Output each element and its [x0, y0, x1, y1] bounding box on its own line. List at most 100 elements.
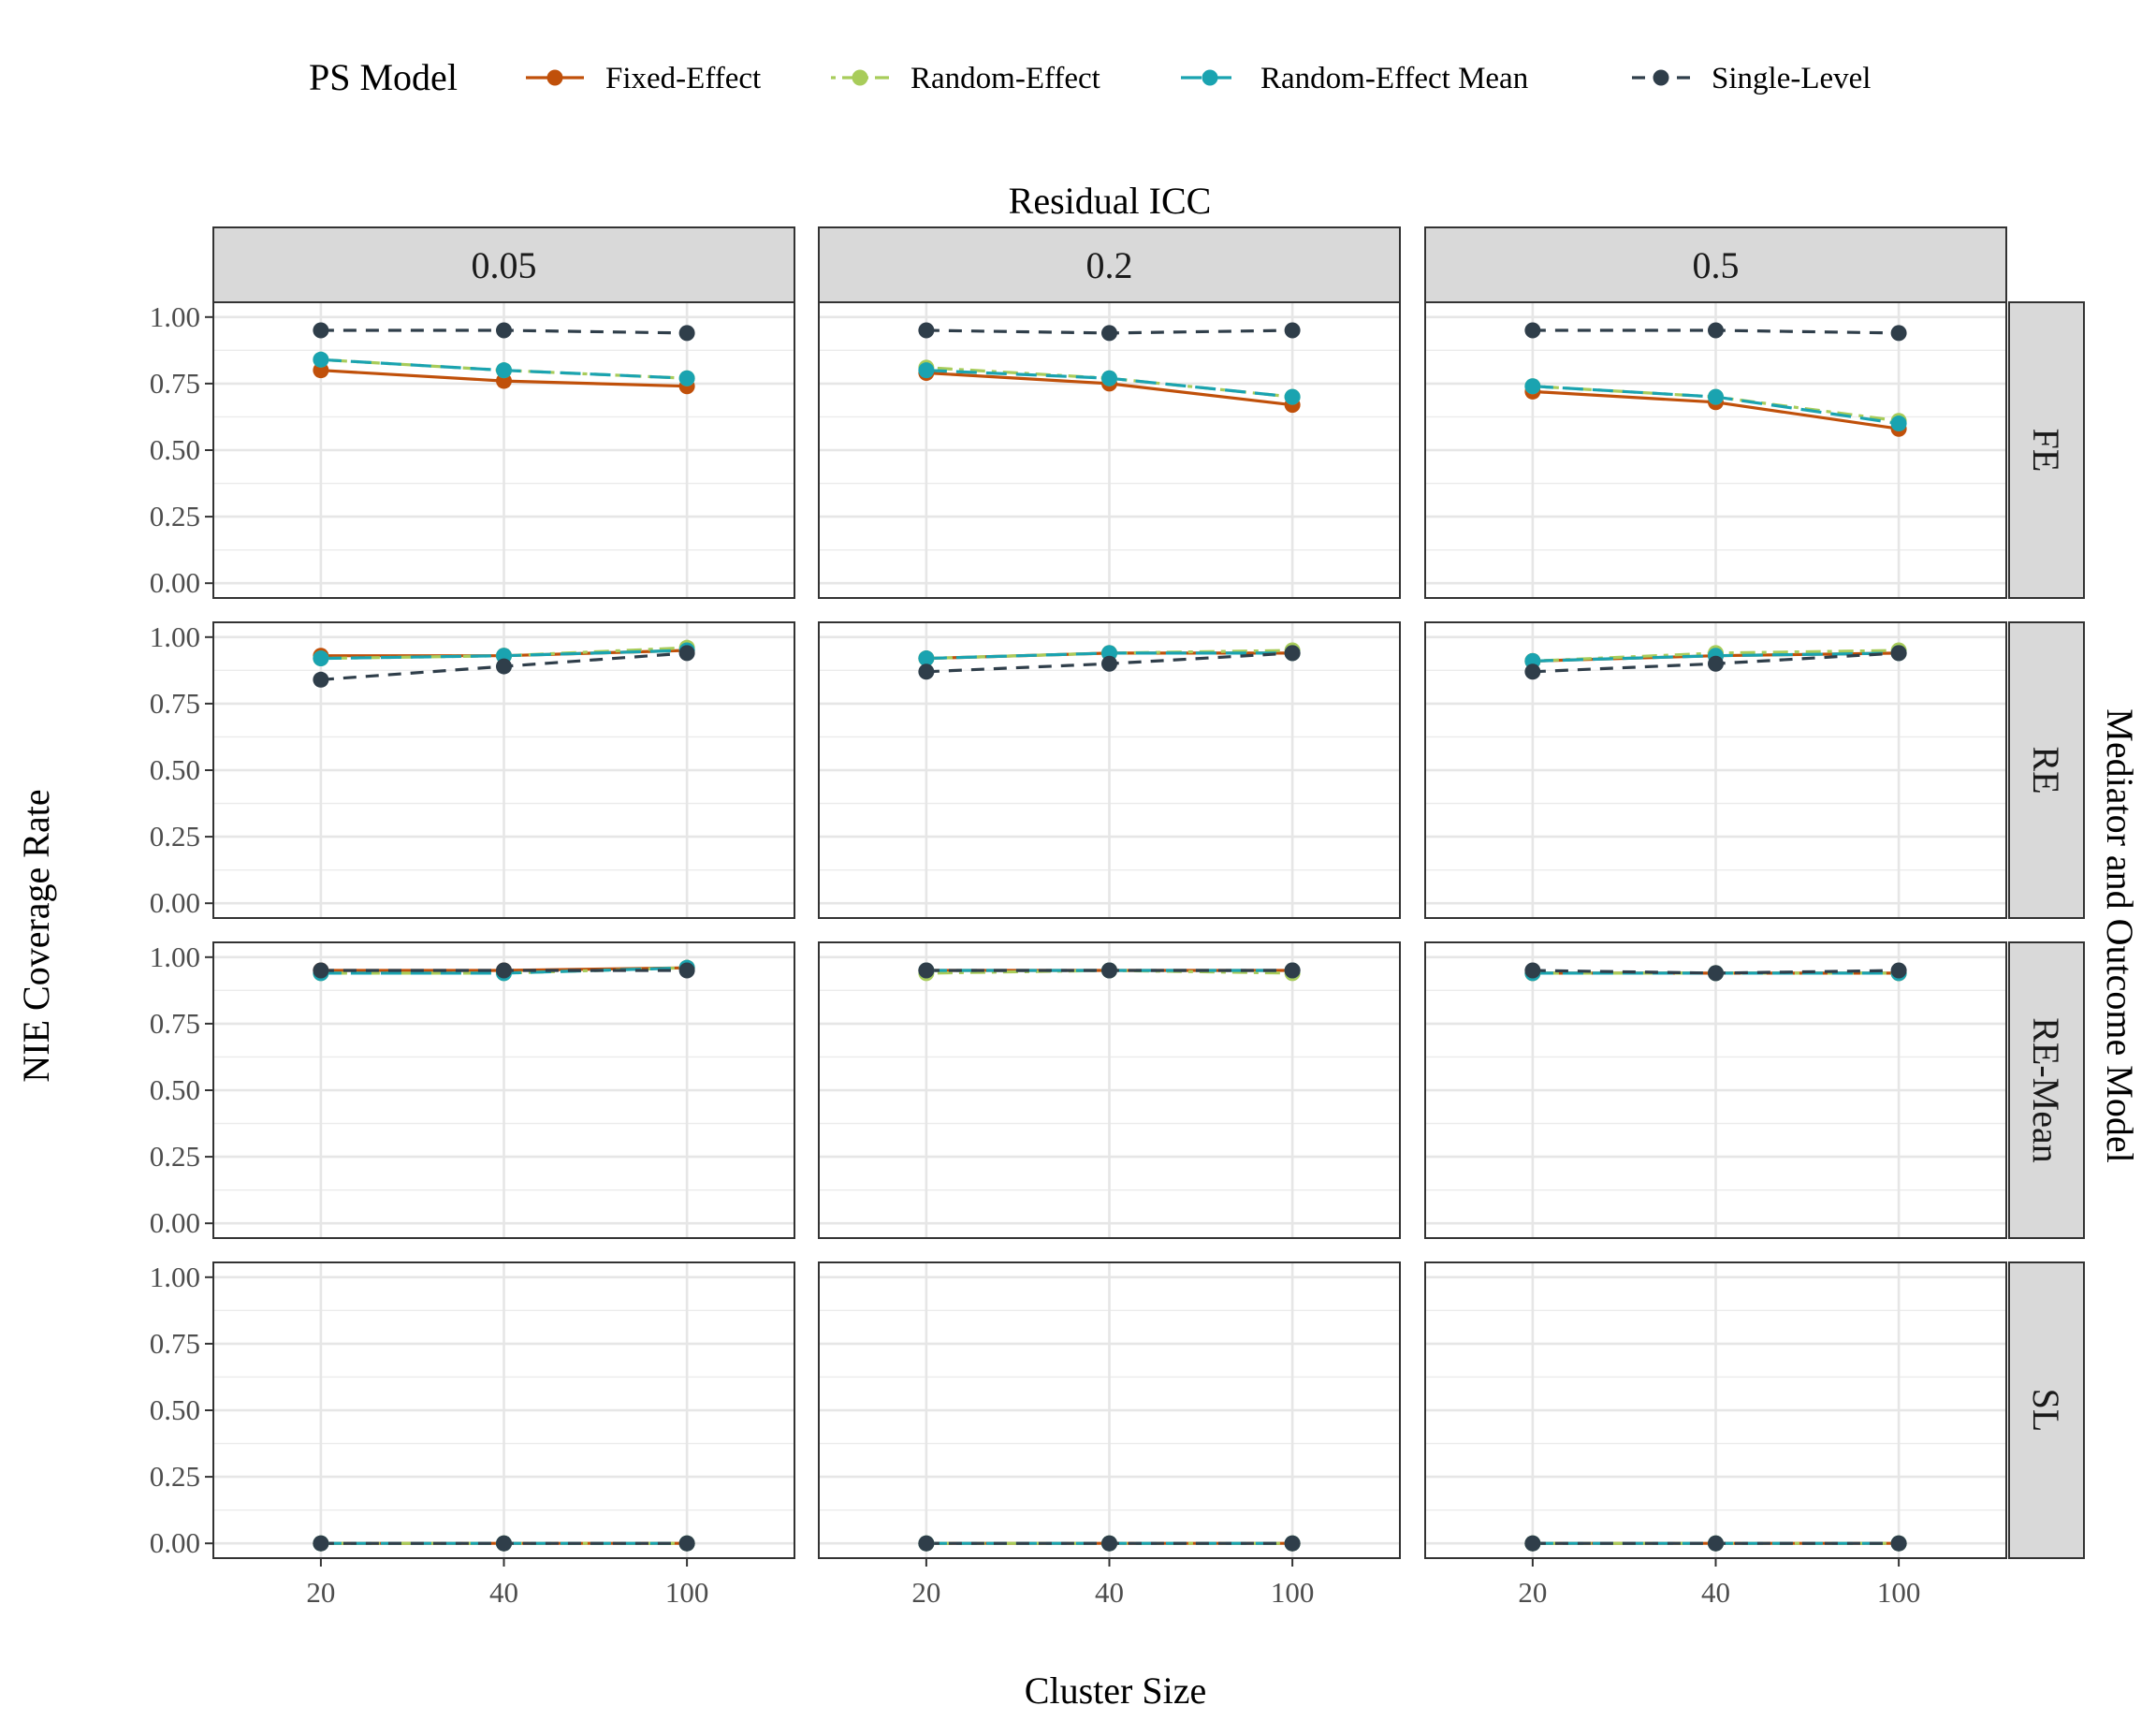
panel-border [818, 301, 1401, 599]
data-point-single-level [496, 1535, 512, 1552]
strip-right-fe [2008, 301, 2085, 599]
data-point-random-effect-mean [1708, 388, 1724, 405]
legend-item-random-effect: Random-Effect [831, 62, 1100, 95]
strip-right-sl [2008, 1261, 2085, 1559]
y-tick-label: 0.25 [150, 500, 200, 532]
panel-sl-0-2: 20 40 100 [818, 1261, 1401, 1609]
data-point-random-effect-mean [313, 650, 329, 667]
data-point-single-level [1708, 1535, 1724, 1552]
panel-fe-0-05: 0.00 0.25 0.50 0.75 1.00 [150, 300, 795, 599]
data-point-single-level [1101, 325, 1117, 342]
legend-key-point [546, 69, 563, 86]
strip-top-label: 0.5 [1693, 244, 1740, 286]
legend-label: Single-Level [1712, 62, 1871, 95]
data-point-single-level [918, 322, 935, 339]
data-point-single-level [1101, 1535, 1117, 1552]
data-point-random-effect-mean [918, 362, 935, 379]
col-facet-title: Residual ICC [1009, 180, 1212, 222]
data-point-single-level [918, 962, 935, 979]
legend-key-point [1653, 69, 1669, 86]
panel-re-0-2 [818, 621, 1401, 919]
data-point-single-level [678, 1535, 695, 1552]
strip-top-0-05 [212, 226, 795, 303]
data-point-single-level [1524, 322, 1541, 339]
y-tick-label: 1.00 [150, 940, 200, 973]
legend: PS Model Fixed-Effect Random-Effect Random… [309, 56, 1871, 98]
legend-key-point [852, 69, 868, 86]
strip-right-re-mean [2008, 941, 2085, 1239]
y-tick-label: 0.50 [150, 1073, 200, 1106]
x-axis-title: Cluster Size [1025, 1669, 1206, 1712]
data-point-single-level [1284, 962, 1301, 979]
data-point-single-level [313, 671, 329, 688]
panels: 0.05 0.2 0.5 FE RE RE-Mean SL 0.00 0.25 0.50 0.75 1… [150, 226, 2085, 1609]
data-point-single-level [1524, 962, 1541, 979]
x-tick-label: 100 [1271, 1576, 1315, 1609]
panel-re-mean-0-2 [818, 941, 1401, 1239]
data-point-single-level [1284, 1535, 1301, 1552]
legend-item-single-level: Single-Level [1632, 62, 1871, 95]
y-tick-label: 0.00 [150, 566, 200, 599]
data-point-random-effect-mean [1284, 388, 1301, 405]
panel-re-mean-0-05: 0.00 0.25 0.50 0.75 1.00 [150, 940, 795, 1239]
y-tick-label: 0.50 [150, 1393, 200, 1426]
data-point-single-level [1890, 962, 1907, 979]
y-tick-label: 0.00 [150, 886, 200, 919]
strip-right-label: RE-Mean [2025, 1017, 2067, 1163]
data-point-single-level [1708, 322, 1724, 339]
strip-top-0-2 [818, 226, 1401, 303]
y-tick-label: 0.50 [150, 753, 200, 786]
data-point-single-level [496, 322, 512, 339]
data-point-single-level [496, 962, 512, 979]
y-axis-title: NIE Coverage Rate [15, 789, 57, 1082]
strip-right-label: RE [2025, 746, 2067, 794]
data-point-random-effect-mean [313, 351, 329, 368]
panel-re-0-05: 0.00 0.25 0.50 0.75 1.00 [150, 620, 795, 919]
data-point-single-level [918, 663, 935, 680]
x-tick-label: 20 [306, 1576, 335, 1609]
x-tick-label: 100 [665, 1576, 709, 1609]
data-point-single-level [918, 1535, 935, 1552]
y-tick-label: 0.75 [150, 1327, 200, 1360]
x-tick-label: 40 [1701, 1576, 1730, 1609]
y-tick-label: 0.50 [150, 433, 200, 466]
y-tick-label: 1.00 [150, 620, 200, 653]
panel-sl-0-5: 20 40 100 [1424, 1261, 2007, 1609]
panel-border [1424, 301, 2007, 599]
panel-border [818, 621, 1401, 919]
y-tick-label: 0.25 [150, 820, 200, 853]
strip-top-label: 0.05 [472, 244, 537, 286]
x-tick-label: 40 [489, 1576, 518, 1609]
data-point-random-effect-mean [1890, 416, 1907, 432]
y-tick-label: 0.75 [150, 1007, 200, 1040]
y-tick-label: 0.75 [150, 367, 200, 400]
data-point-single-level [1524, 1535, 1541, 1552]
legend-label: Random-Effect [910, 62, 1100, 95]
legend-title: PS Model [309, 56, 458, 98]
y-tick-label: 0.25 [150, 1140, 200, 1173]
panel-fe-0-2 [818, 301, 1401, 599]
row-facet-title: Mediator and Outcome Model [2099, 708, 2141, 1162]
legend-item-fixed-effect: Fixed-Effect [526, 62, 761, 95]
data-point-single-level [1101, 655, 1117, 672]
data-point-random-effect-mean [1101, 370, 1117, 386]
panel-border [1424, 621, 2007, 919]
data-point-random-effect-mean [1524, 378, 1541, 395]
y-tick-label: 1.00 [150, 1261, 200, 1293]
data-point-single-level [1890, 1535, 1907, 1552]
x-tick-label: 40 [1095, 1576, 1124, 1609]
x-tick-label: 20 [1518, 1576, 1547, 1609]
data-point-single-level [1284, 322, 1301, 339]
legend-label: Random-Effect Mean [1260, 62, 1528, 95]
strip-right-re [2008, 621, 2085, 919]
data-point-single-level [1284, 645, 1301, 662]
data-point-single-level [496, 658, 512, 675]
legend-item-random-effect-mean: Random-Effect Mean [1181, 62, 1528, 95]
data-point-single-level [313, 1535, 329, 1552]
panel-border [1424, 941, 2007, 1239]
strip-right-label: FE [2025, 429, 2067, 473]
y-tick-label: 0.25 [150, 1460, 200, 1493]
panel-fe-0-5 [1424, 301, 2007, 599]
strip-right-label: SL [2025, 1389, 2067, 1433]
